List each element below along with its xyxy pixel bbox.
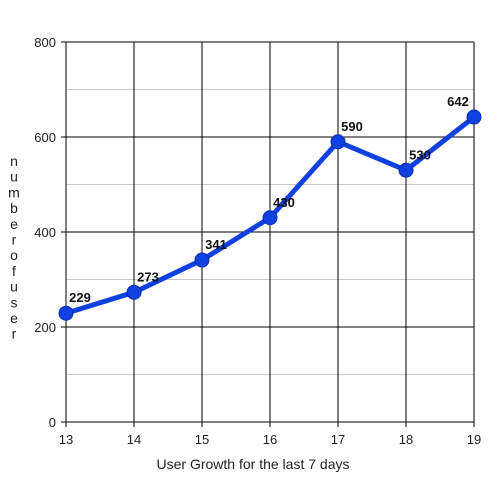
data-point [126,284,142,300]
y-tick-label: 400 [34,225,56,240]
y-tick-label: 600 [34,130,56,145]
data-point [466,109,482,125]
data-label: 430 [273,195,295,210]
x-axis-title: User Growth for the last 7 days [157,456,350,472]
data-label: 229 [69,290,91,305]
data-point [398,162,414,178]
x-tick-label: 14 [127,432,141,447]
data-point [262,210,278,226]
y-axis-title-letter: s [11,294,18,310]
y-tick-label: 200 [34,320,56,335]
x-tick-label: 19 [467,432,481,447]
y-axis-title-letter: n [10,153,18,169]
y-axis-title-letter: e [10,310,18,326]
data-label: 590 [341,119,363,134]
data-labels: 229 273 341 430 590 530 642 [69,94,469,305]
data-point [194,252,210,268]
x-tick-label: 16 [263,432,277,447]
data-label: 642 [447,94,469,109]
x-tick-label: 18 [399,432,413,447]
y-tick-label: 800 [34,35,56,50]
y-axis-title-letter: u [10,169,18,185]
data-point [330,134,346,150]
y-axis-title-letter: o [10,247,18,263]
y-axis-title-letter: f [12,263,16,279]
y-axis-title-letter: u [10,279,18,295]
data-label: 530 [409,147,431,162]
y-tick-labels: 0 200 400 600 800 [34,35,56,430]
data-label: 273 [137,269,159,284]
y-axis-title-letter: r [12,326,17,342]
x-tick-label: 15 [195,432,209,447]
major-gridlines [61,41,475,427]
y-axis-title-letter: b [10,200,18,216]
data-label: 341 [205,237,227,252]
y-tick-label: 0 [49,415,56,430]
x-tick-label: 17 [331,432,345,447]
x-tick-label: 13 [59,432,73,447]
x-tick-labels: 13 14 15 16 17 18 19 [59,432,481,447]
y-axis-title-letter: m [8,184,20,200]
series-group [58,109,482,321]
data-point [58,305,74,321]
y-axis-title-letter: e [10,216,18,232]
y-axis-title-letter: r [12,232,17,248]
